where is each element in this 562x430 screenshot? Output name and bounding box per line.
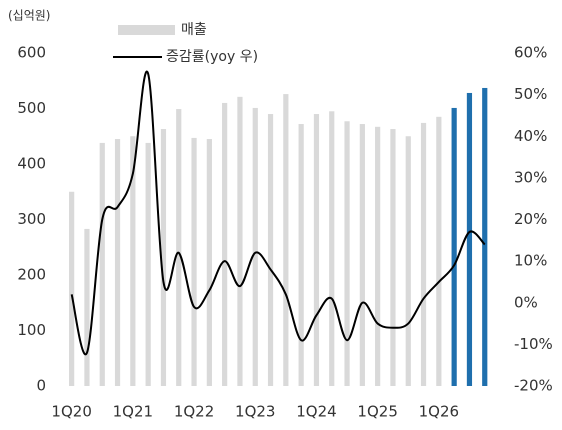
bar <box>84 228 90 386</box>
y2-tick-label: 60% <box>514 44 547 62</box>
y-tick-label: 100 <box>17 321 46 339</box>
bar <box>191 137 197 386</box>
x-tick-label: 1Q22 <box>174 403 214 421</box>
y2-tick-label: 50% <box>514 85 547 103</box>
y-tick-label: 0 <box>36 377 46 395</box>
bar <box>99 142 105 386</box>
bar <box>252 107 258 386</box>
y2-tick-label: -10% <box>514 335 553 353</box>
y2-tick-label: -20% <box>514 377 553 395</box>
bar <box>69 191 75 386</box>
y2-tick-label: 0% <box>514 293 538 311</box>
bar <box>451 107 457 386</box>
bar <box>176 109 182 387</box>
bar <box>114 139 121 386</box>
y-tick-label: 600 <box>17 44 46 62</box>
bar <box>130 136 136 386</box>
line <box>70 70 486 356</box>
bar <box>375 126 381 386</box>
y-tick-label: 400 <box>17 155 46 173</box>
bar <box>206 139 212 386</box>
y-tick-label: 200 <box>17 266 46 284</box>
bar <box>160 129 167 386</box>
x-tick-label: 1Q20 <box>51 403 91 421</box>
y2-tick-label: 20% <box>514 210 547 228</box>
bar <box>482 87 488 386</box>
bar <box>237 96 243 386</box>
x-tick-label: 1Q26 <box>419 403 459 421</box>
x-tick-label: 1Q24 <box>296 403 336 421</box>
y2-tick-label: 40% <box>514 127 547 145</box>
x-tick-label: 1Q25 <box>357 403 397 421</box>
bar <box>298 124 304 386</box>
bar <box>222 102 228 386</box>
x-tick-label: 1Q23 <box>235 403 275 421</box>
bar <box>420 122 427 387</box>
y-tick-label: 300 <box>17 210 46 228</box>
legend-swatch <box>118 25 175 35</box>
bar <box>466 92 473 387</box>
y-tick-label: 500 <box>17 99 46 117</box>
bar <box>267 114 274 387</box>
legend-label: 매출 <box>181 22 207 38</box>
bar <box>436 116 442 386</box>
bar <box>405 136 411 386</box>
unit-label: (십억원) <box>8 9 50 23</box>
bar <box>283 94 289 386</box>
legend-label: 증감률(yoy 우) <box>166 49 258 65</box>
bar <box>313 114 320 387</box>
bar <box>329 111 335 387</box>
x-tick-label: 1Q21 <box>113 403 153 421</box>
bar <box>359 124 365 386</box>
y2-tick-label: 10% <box>514 252 547 270</box>
bar <box>145 142 151 386</box>
bar <box>390 129 396 386</box>
y2-tick-label: 30% <box>514 168 547 186</box>
bar <box>344 121 350 386</box>
